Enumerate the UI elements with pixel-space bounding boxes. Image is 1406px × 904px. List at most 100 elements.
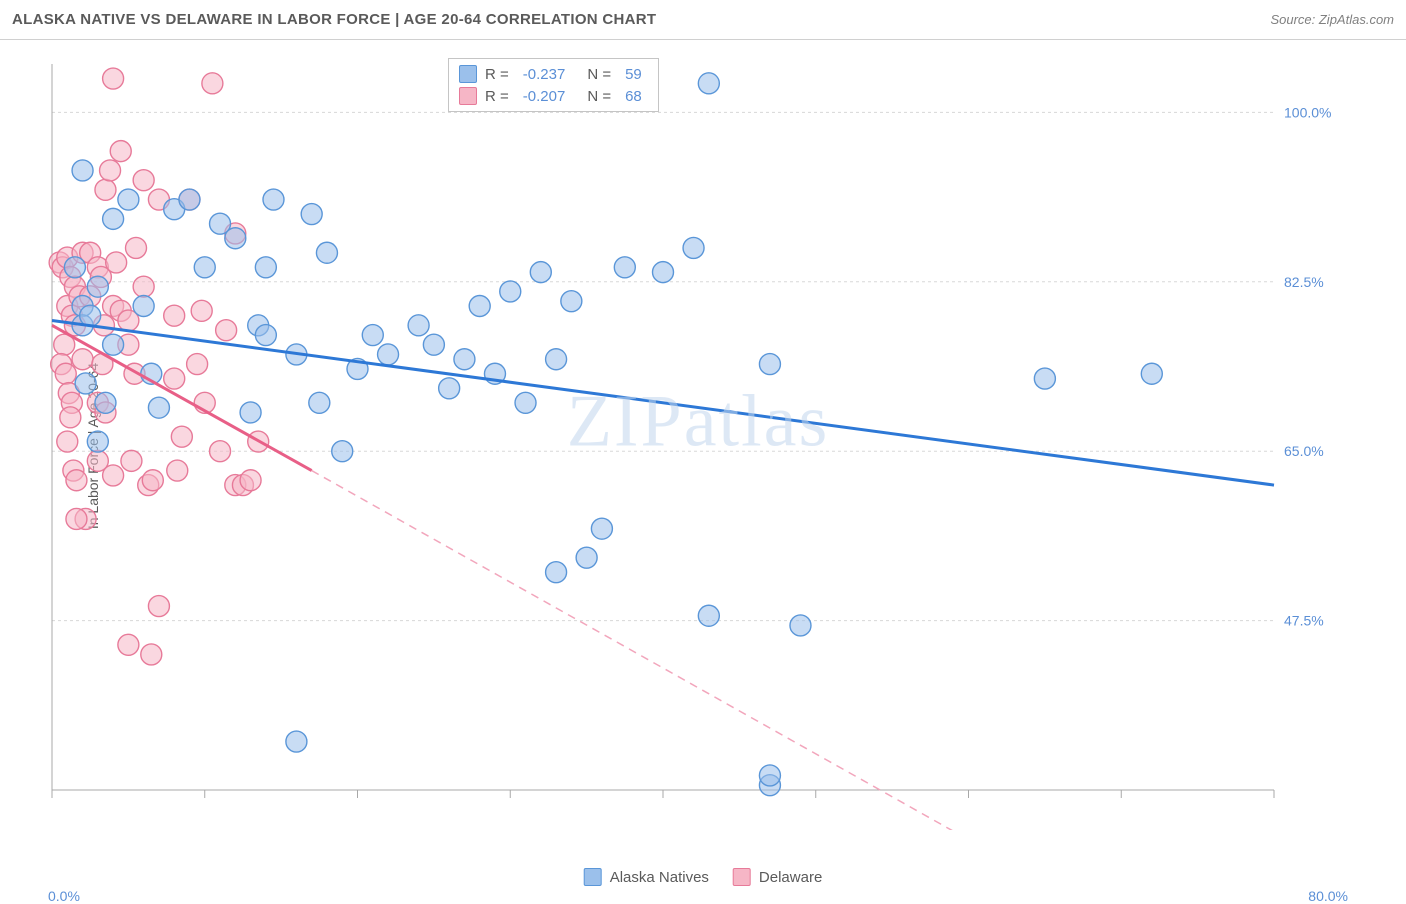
scatter-point: [454, 349, 475, 370]
scatter-point: [57, 431, 78, 452]
scatter-point: [683, 237, 704, 258]
r-value: -0.237: [517, 66, 572, 83]
scatter-point: [133, 170, 154, 191]
n-label: N =: [587, 88, 611, 105]
legend-item: Delaware: [733, 868, 822, 886]
scatter-point: [75, 373, 96, 394]
scatter-point: [546, 349, 567, 370]
scatter-point: [1141, 363, 1162, 384]
scatter-point: [225, 228, 246, 249]
scatter-point: [148, 596, 169, 617]
legend-label: Delaware: [759, 869, 822, 886]
scatter-point: [187, 354, 208, 375]
scatter-point: [255, 257, 276, 278]
r-label: R =: [485, 66, 509, 83]
chart-container: ALASKA NATIVE VS DELAWARE IN LABOR FORCE…: [0, 0, 1406, 892]
scatter-point: [301, 204, 322, 225]
stats-legend-row: R =-0.237N =59: [459, 63, 648, 85]
scatter-point: [110, 141, 131, 162]
scatter-point: [118, 634, 139, 655]
scatter-point: [210, 441, 231, 462]
source-label: Source: ZipAtlas.com: [1270, 12, 1394, 27]
scatter-point: [653, 262, 674, 283]
scatter-point: [240, 470, 261, 491]
legend-item: Alaska Natives: [584, 868, 709, 886]
scatter-point: [698, 73, 719, 94]
legend-swatch: [459, 87, 477, 105]
scatter-point: [1034, 368, 1055, 389]
scatter-point: [591, 518, 612, 539]
scatter-point: [530, 262, 551, 283]
scatter-point: [546, 562, 567, 583]
scatter-point: [171, 426, 192, 447]
scatter-point: [309, 392, 330, 413]
y-tick-label: 47.5%: [1284, 613, 1324, 629]
scatter-point: [72, 349, 93, 370]
n-label: N =: [587, 66, 611, 83]
trend-line-alaska: [52, 321, 1274, 486]
scatter-point: [561, 291, 582, 312]
scatter-point: [179, 189, 200, 210]
y-tick-label: 82.5%: [1284, 274, 1324, 290]
scatter-point: [423, 334, 444, 355]
scatter-point: [439, 378, 460, 399]
scatter-point: [100, 160, 121, 181]
scatter-point: [255, 325, 276, 346]
scatter-point: [72, 160, 93, 181]
scatter-point: [133, 296, 154, 317]
legend-swatch: [584, 868, 602, 886]
scatter-point: [95, 392, 116, 413]
r-label: R =: [485, 88, 509, 105]
scatter-point: [378, 344, 399, 365]
chart-area: 47.5%65.0%82.5%100.0% ZIPatlas: [48, 60, 1348, 830]
scatter-point: [103, 334, 124, 355]
scatter-point: [133, 276, 154, 297]
scatter-point: [87, 431, 108, 452]
x-min-label: 0.0%: [48, 888, 80, 904]
scatter-point: [64, 257, 85, 278]
scatter-point: [142, 470, 163, 491]
scatter-point: [55, 363, 76, 384]
y-tick-label: 65.0%: [1284, 443, 1324, 459]
scatter-point: [164, 368, 185, 389]
scatter-point: [515, 392, 536, 413]
scatter-point: [194, 257, 215, 278]
scatter-point: [141, 644, 162, 665]
scatter-point: [66, 470, 87, 491]
y-tick-label: 100.0%: [1284, 104, 1331, 120]
scatter-point: [362, 325, 383, 346]
legend-swatch: [733, 868, 751, 886]
scatter-point: [148, 397, 169, 418]
r-value: -0.207: [517, 88, 572, 105]
scatter-point: [106, 252, 127, 273]
scatter-point: [790, 615, 811, 636]
scatter-point: [60, 407, 81, 428]
legend-label: Alaska Natives: [610, 869, 709, 886]
scatter-point: [698, 605, 719, 626]
scatter-point: [759, 765, 780, 786]
scatter-point: [202, 73, 223, 94]
stats-legend-row: R =-0.207N =68: [459, 85, 648, 107]
scatter-point: [126, 237, 147, 258]
scatter-point: [263, 189, 284, 210]
scatter-point: [80, 305, 101, 326]
scatter-point: [286, 731, 307, 752]
scatter-point: [469, 296, 490, 317]
scatter-point: [87, 276, 108, 297]
stats-legend: R =-0.237N =59R =-0.207N =68: [448, 58, 659, 112]
scatter-point: [408, 315, 429, 336]
bottom-legend: Alaska Natives Delaware: [584, 868, 823, 886]
scatter-point: [316, 242, 337, 263]
scatter-point: [103, 208, 124, 229]
scatter-point: [576, 547, 597, 568]
scatter-point: [191, 300, 212, 321]
trend-line-delaware-extrapolated: [312, 471, 1122, 830]
x-max-label: 80.0%: [1308, 888, 1348, 904]
scatter-point: [216, 320, 237, 341]
chart-title: ALASKA NATIVE VS DELAWARE IN LABOR FORCE…: [12, 11, 656, 28]
scatter-point: [87, 450, 108, 471]
scatter-point: [614, 257, 635, 278]
legend-swatch: [459, 65, 477, 83]
scatter-point: [332, 441, 353, 462]
scatter-point: [95, 179, 116, 200]
